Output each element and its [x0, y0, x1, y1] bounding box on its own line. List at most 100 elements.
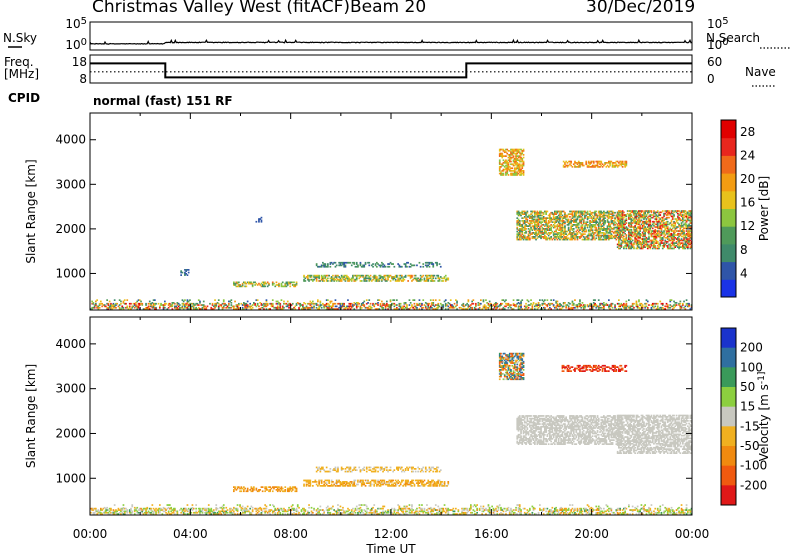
power-data-cell — [580, 216, 583, 218]
power-data-cell — [270, 304, 273, 306]
power-data-cell — [318, 280, 320, 282]
power-data-cell — [161, 304, 164, 306]
power-data-cell — [276, 302, 279, 305]
power-data-cell — [529, 229, 531, 231]
power-data-cell — [668, 210, 670, 212]
power-data-cell — [580, 221, 583, 223]
power-data-cell — [591, 230, 594, 233]
power-data-cell — [500, 148, 502, 151]
power-data-cell — [335, 277, 338, 280]
velocity-data-cell — [137, 511, 140, 514]
power-data-cell — [559, 232, 561, 234]
velocity-data-cell — [225, 511, 228, 514]
power-data-cell — [634, 224, 636, 227]
power-data-cell — [585, 221, 588, 223]
power-data-cell — [320, 264, 323, 267]
power-data-cell — [650, 239, 653, 242]
power-data-cell — [636, 239, 639, 242]
velocity-data-cell — [260, 513, 263, 515]
power-data-cell — [572, 234, 575, 237]
power-data-cell — [673, 230, 675, 232]
power-data-cell — [478, 302, 481, 305]
velocity-data-cell — [360, 509, 363, 511]
power-data-cell — [520, 304, 522, 306]
power-data-cell — [614, 230, 616, 233]
power-data-cell — [628, 247, 630, 250]
power-data-cell — [335, 264, 338, 267]
power-data-cell — [670, 212, 673, 215]
power-data-cell — [417, 304, 419, 306]
power-data-cell — [591, 160, 594, 163]
velocity-data-cell — [325, 509, 328, 511]
power-data-cell — [432, 280, 435, 282]
power-data-cell — [645, 210, 648, 212]
power-data-cell — [340, 261, 343, 264]
power-data-cell — [680, 219, 683, 222]
power-data-cell — [381, 305, 383, 308]
power-data-cell — [274, 285, 277, 288]
power-data-cell — [419, 280, 422, 282]
power-data-cell — [631, 222, 634, 224]
power-data-cell — [650, 224, 653, 227]
velocity-data-cell — [170, 507, 172, 510]
power-data-cell — [577, 164, 580, 167]
power-data-cell — [670, 244, 673, 247]
power-data-cell — [556, 308, 559, 310]
power-data-cell — [310, 305, 313, 308]
power-data-cell — [505, 305, 507, 308]
velocity-data-cell — [209, 509, 211, 511]
velocity-data-cell — [186, 510, 189, 513]
power-data-cell — [671, 224, 674, 227]
power-data-cell — [546, 299, 549, 301]
power-data-cell — [591, 214, 594, 217]
power-data-cell — [678, 216, 680, 219]
power-data-cell — [511, 167, 514, 170]
power-data-cell — [684, 236, 687, 239]
power-data-cell — [562, 302, 565, 305]
power-data-cell — [684, 235, 687, 238]
velocity-data-cell — [205, 509, 208, 511]
power-data-cell — [534, 225, 536, 227]
power-data-cell — [571, 237, 574, 240]
power-data-cell — [343, 304, 345, 306]
power-data-cell — [486, 306, 488, 309]
power-data-cell — [185, 302, 187, 305]
power-data-cell — [680, 238, 683, 240]
power-data-cell — [582, 220, 585, 222]
power-data-cell — [574, 164, 576, 167]
power-data-cell — [576, 232, 579, 234]
power-data-cell — [665, 230, 668, 232]
power-data-cell — [508, 305, 511, 308]
power-data-cell — [529, 232, 531, 234]
power-data-cell — [678, 246, 680, 248]
power-data-cell — [523, 229, 526, 231]
power-data-cell — [590, 238, 593, 241]
power-data-cell — [640, 215, 643, 218]
power-data-cell — [487, 304, 490, 306]
power-data-cell — [659, 214, 662, 216]
power-data-cell — [621, 230, 624, 232]
velocity-data-cell — [256, 511, 259, 514]
power-data-cell — [595, 230, 598, 233]
power-data-cell — [384, 265, 387, 268]
power-data-cell — [599, 166, 601, 168]
power-data-cell — [174, 302, 176, 305]
power-data-cell — [396, 276, 398, 278]
power-data-cell — [576, 305, 579, 308]
power-data-cell — [618, 210, 620, 212]
power-data-cell — [498, 304, 501, 306]
power-data-cell — [608, 232, 610, 234]
power-data-cell — [625, 218, 628, 220]
power-data-cell — [646, 212, 649, 215]
power-data-cell — [603, 232, 605, 234]
power-data-cell — [93, 306, 96, 309]
power-data-cell — [564, 302, 566, 304]
power-data-cell — [369, 305, 372, 308]
velocity-data-cell — [142, 507, 145, 510]
power-data-cell — [659, 239, 662, 242]
velocity-data-cell — [91, 509, 93, 511]
power-data-cell — [575, 213, 578, 215]
power-data-cell — [427, 306, 430, 309]
power-data-cell — [623, 305, 625, 308]
power-data-cell — [498, 148, 501, 151]
